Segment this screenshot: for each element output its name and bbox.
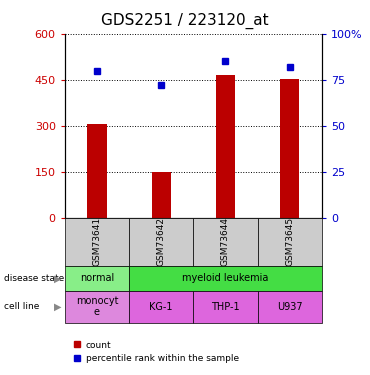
Text: monocyt
e: monocyt e — [75, 296, 118, 317]
Text: GSM73644: GSM73644 — [221, 217, 230, 266]
Text: THP-1: THP-1 — [211, 302, 240, 312]
Text: disease state: disease state — [4, 274, 64, 283]
Bar — [65, 217, 129, 266]
Text: GDS2251 / 223120_at: GDS2251 / 223120_at — [101, 13, 269, 29]
Bar — [194, 291, 258, 322]
Text: U937: U937 — [277, 302, 303, 312]
Text: ▶: ▶ — [54, 302, 61, 312]
Bar — [216, 75, 235, 217]
Legend: count, percentile rank within the sample: count, percentile rank within the sample — [69, 337, 242, 367]
Text: GSM73645: GSM73645 — [285, 217, 294, 266]
Bar — [129, 291, 194, 322]
Text: cell line: cell line — [4, 302, 39, 311]
Text: ▶: ▶ — [54, 273, 61, 284]
Text: myeloid leukemia: myeloid leukemia — [182, 273, 269, 284]
Bar — [152, 172, 171, 217]
Bar — [65, 266, 129, 291]
Bar — [65, 291, 129, 322]
Bar — [129, 266, 322, 291]
Text: GSM73642: GSM73642 — [157, 217, 166, 266]
Text: GSM73641: GSM73641 — [92, 217, 101, 266]
Bar — [87, 124, 107, 218]
Bar — [258, 217, 322, 266]
Bar — [129, 217, 194, 266]
Bar — [280, 79, 299, 218]
Bar — [194, 217, 258, 266]
Bar — [258, 291, 322, 322]
Text: KG-1: KG-1 — [149, 302, 173, 312]
Text: normal: normal — [80, 273, 114, 284]
